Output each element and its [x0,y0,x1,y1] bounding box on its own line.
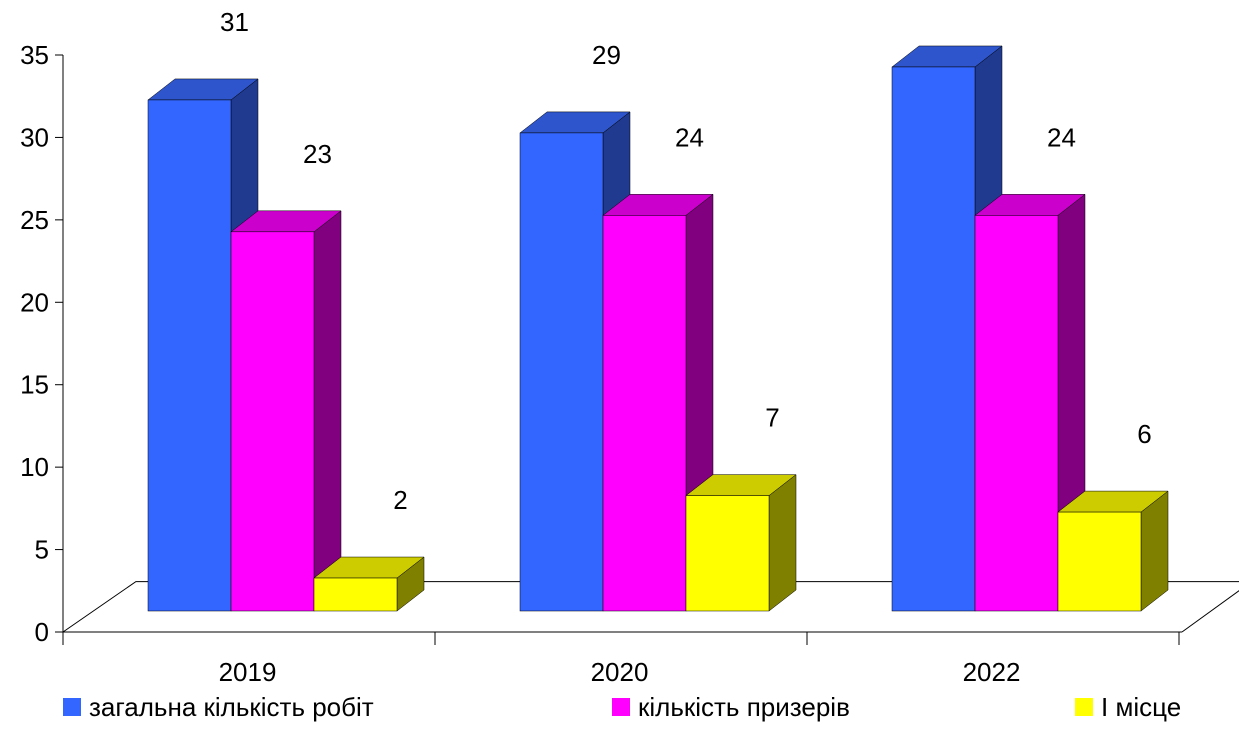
legend-item: кількість призерів [612,692,850,722]
legend-label: кількість призерів [638,692,850,722]
data-label: 24 [675,122,704,152]
legend-swatch [1075,698,1093,716]
y-tick-label: 5 [35,535,49,565]
chart-floor [62,581,1239,633]
data-label: 2 [393,485,407,515]
data-label: 29 [592,40,621,70]
data-label: 31 [220,7,249,37]
data-label: 23 [303,139,332,169]
data-labels: 31 23 2 29 24 7 33 24 6 [220,0,1152,515]
data-label: 24 [1047,122,1076,152]
axes: 0 5 10 15 20 25 30 35 2019 2020 2022 [20,40,1182,687]
bar-front [1057,511,1142,612]
x-tick-label: 2020 [591,657,649,687]
bar-front [230,231,315,612]
floor-right-edge [1181,590,1239,633]
bar-side [313,210,342,612]
floor-back-edge [62,581,1239,633]
y-tick-label: 10 [20,452,49,482]
x-tick-label: 2019 [219,657,277,687]
y-tick-label: 0 [35,617,49,647]
bar [313,556,425,612]
bar-front [891,66,976,612]
bar [1057,490,1169,612]
y-tick-label: 20 [20,287,49,317]
bars [147,45,1169,612]
y-tick-label: 35 [20,40,49,70]
bar-front [685,495,770,612]
legend-item: І місце [1075,692,1181,722]
x-tick-label: 2022 [963,657,1021,687]
y-tick-label: 15 [20,370,49,400]
legend: загальна кількість робіт кількість призер… [63,692,1181,722]
bar-front [602,215,687,612]
data-label: 6 [1137,419,1151,449]
bar-front [519,132,604,612]
data-label: 33 [964,0,993,4]
y-tick-label: 30 [20,122,49,152]
bar [685,474,797,612]
legend-label: І місце [1101,692,1181,722]
legend-swatch [63,698,81,716]
legend-label: загальна кількість робіт [89,692,374,722]
bar [230,210,342,612]
y-tick-label: 25 [20,205,49,235]
data-label: 7 [765,403,779,433]
legend-swatch [612,698,630,716]
bar-front [313,577,398,612]
bar-side [768,474,797,612]
bar-front [147,99,232,612]
bar-front [974,215,1059,612]
legend-item: загальна кількість робіт [63,692,374,722]
